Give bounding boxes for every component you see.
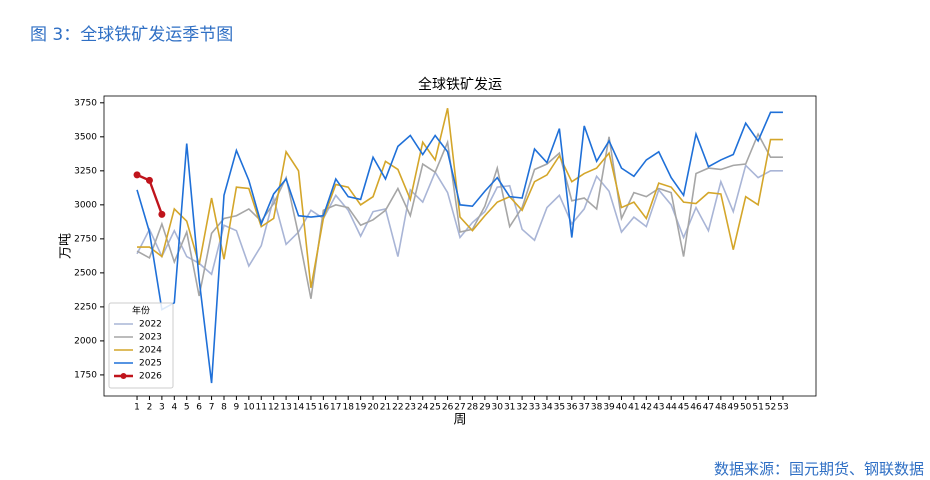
x-tick-label: 12 <box>268 403 279 413</box>
x-tick-label: 25 <box>429 403 440 413</box>
x-tick-label: 50 <box>740 403 752 413</box>
x-tick-label: 14 <box>293 403 305 413</box>
header: 图 3：全球铁矿发运季节图 <box>30 25 234 45</box>
legend-title: 年份 <box>132 305 150 317</box>
x-tick-label: 5 <box>184 403 190 413</box>
x-tick-label: 33 <box>529 403 540 413</box>
series-line <box>136 132 783 299</box>
chart: 全球铁矿发运 周 万吨 1750200022502500275030003250… <box>59 76 817 428</box>
source: 数据来源：国元期货、钢联数据 <box>713 460 924 478</box>
chart-title: 全球铁矿发运 <box>418 76 502 93</box>
series-line <box>137 108 783 288</box>
x-tick-label: 32 <box>516 403 527 413</box>
x-tick-label: 27 <box>454 403 465 413</box>
x-tick-label: 9 <box>234 403 240 413</box>
series-marker <box>145 176 153 184</box>
x-tick-label: 43 <box>653 403 664 413</box>
x-tick-label: 19 <box>355 403 367 413</box>
x-tick-label: 30 <box>492 403 504 413</box>
x-tick-label: 7 <box>209 403 215 413</box>
x-tick-label: 45 <box>678 403 689 413</box>
x-tick-label: 18 <box>342 403 354 413</box>
x-tick-label: 13 <box>280 403 291 413</box>
y-tick-label: 2500 <box>74 268 97 278</box>
x-tick-label: 34 <box>541 403 553 413</box>
x-tick-label: 26 <box>442 403 454 413</box>
x-tick-label: 6 <box>196 403 202 413</box>
series-marker <box>133 171 141 179</box>
y-tick-label: 2250 <box>74 302 97 312</box>
x-tick-label: 49 <box>728 403 740 413</box>
x-tick-label: 24 <box>417 403 429 413</box>
y-tick-label: 1750 <box>74 370 97 380</box>
legend-label: 2024 <box>139 346 162 356</box>
x-tick-label: 52 <box>765 403 776 413</box>
x-tick-label: 16 <box>318 403 330 413</box>
y-tick-label: 2000 <box>74 336 97 346</box>
x-tick-label: 38 <box>591 403 603 413</box>
x-tick-label: 41 <box>628 403 639 413</box>
x-tick-label: 22 <box>392 403 403 413</box>
legend-label: 2026 <box>139 372 162 382</box>
x-tick-label: 51 <box>752 403 763 413</box>
legend-label: 2025 <box>139 359 162 369</box>
x-tick-label: 20 <box>367 403 379 413</box>
x-tick-label: 3 <box>159 403 165 413</box>
x-tick-label: 35 <box>554 403 565 413</box>
y-tick-label: 3250 <box>74 166 97 176</box>
x-tick-label: 44 <box>665 403 677 413</box>
x-tick-label: 2 <box>147 403 153 413</box>
x-tick-label: 8 <box>221 403 227 413</box>
series-line <box>136 111 783 384</box>
x-tick-label: 23 <box>405 403 416 413</box>
x-tick-label: 40 <box>616 403 628 413</box>
y-axis-label: 万吨 <box>59 233 74 259</box>
y-tick-label: 3000 <box>74 200 97 210</box>
x-tick-label: 11 <box>256 403 267 413</box>
legend-label: 2023 <box>139 333 162 343</box>
x-tick-label: 53 <box>777 403 788 413</box>
x-tick-label: 29 <box>479 403 491 413</box>
x-tick-label: 10 <box>243 403 255 413</box>
legend-label: 2022 <box>139 320 162 330</box>
x-tick-label: 42 <box>641 403 652 413</box>
x-tick-label: 47 <box>703 403 714 413</box>
x-tick-label: 21 <box>380 403 391 413</box>
legend-marker <box>120 373 127 379</box>
x-tick-label: 31 <box>504 403 515 413</box>
plot-frame <box>103 95 817 397</box>
x-tick-label: 4 <box>171 403 177 413</box>
x-tick-label: 15 <box>305 403 316 413</box>
x-axis-label: 周 <box>453 413 466 428</box>
x-tick-label: 1 <box>134 403 140 413</box>
x-tick-label: 46 <box>690 403 702 413</box>
x-tick-label: 48 <box>715 403 727 413</box>
x-tick-label: 36 <box>566 403 578 413</box>
x-tick-label: 37 <box>578 403 589 413</box>
x-tick-label: 39 <box>603 403 615 413</box>
x-tick-label: 17 <box>330 403 341 413</box>
y-tick-label: 2750 <box>74 234 97 244</box>
x-tick-label: 28 <box>467 403 479 413</box>
series-marker <box>158 210 166 218</box>
y-tick-label: 3500 <box>74 132 97 142</box>
y-tick-label: 3750 <box>74 98 97 108</box>
